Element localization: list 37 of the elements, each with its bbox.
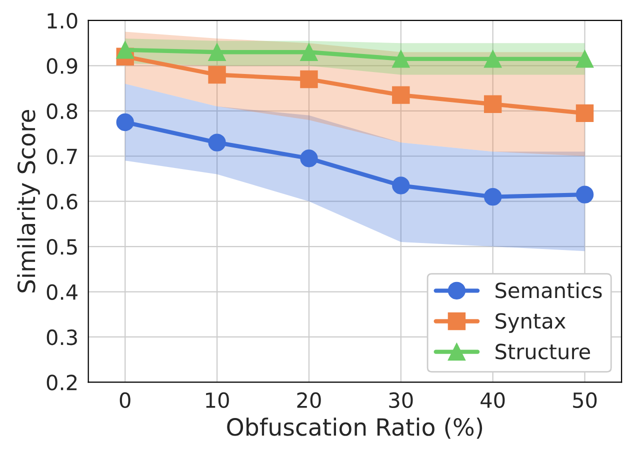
x-tick-label: 0	[120, 392, 130, 408]
y-tick-label: 0.3	[46, 329, 77, 346]
point	[392, 50, 410, 68]
y-tick-label: 0.2	[46, 374, 77, 390]
x-tick-label: 50	[573, 392, 597, 408]
y-tick-label: 0.9	[46, 58, 78, 74]
point	[484, 95, 502, 113]
y-tick-label: 0.7	[46, 148, 77, 164]
x-tick-label: 10	[206, 392, 229, 408]
legend-label: Semantics	[496, 282, 602, 298]
point	[576, 186, 594, 204]
point	[576, 50, 594, 68]
legend-label: Structure	[496, 344, 590, 360]
point	[484, 188, 502, 206]
point	[300, 70, 318, 88]
point	[208, 43, 226, 61]
point	[208, 66, 226, 84]
x-tick-label: 20	[297, 392, 321, 408]
y-tick-label: 0.5	[46, 239, 77, 255]
y-tick-label: 1.0	[48, 12, 78, 29]
y-tick-label: 0.4	[46, 284, 78, 300]
legend-label: Syntax	[496, 313, 566, 333]
y-tick-label: 0.6	[46, 194, 78, 210]
x-axis-title: Obfuscation Ratio (%)	[227, 418, 482, 439]
point	[392, 176, 410, 194]
y-tick-label: 0.8	[46, 103, 78, 120]
point	[392, 86, 410, 104]
point	[208, 134, 226, 152]
x-tick-label: 40	[480, 392, 505, 408]
point	[300, 150, 318, 168]
x-tick-label: 30	[389, 392, 413, 408]
point	[300, 43, 318, 61]
point	[484, 50, 502, 68]
point	[576, 104, 594, 122]
point	[116, 113, 134, 132]
y-axis-title: Similarity Score	[17, 110, 40, 292]
point	[116, 41, 134, 59]
